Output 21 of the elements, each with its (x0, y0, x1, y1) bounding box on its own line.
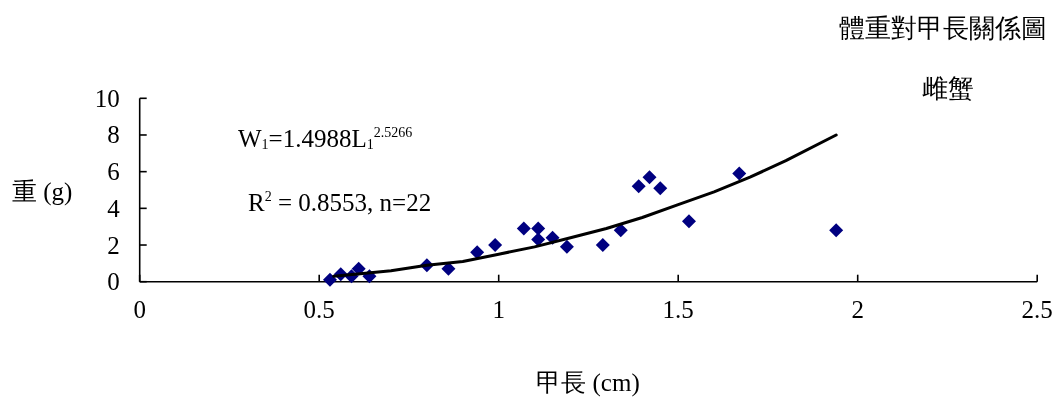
point (681, 214, 696, 229)
ylabel: 重 (g) (12, 178, 73, 205)
point (829, 223, 844, 238)
point (488, 238, 503, 253)
point (322, 272, 337, 287)
point (732, 166, 747, 181)
point (595, 238, 610, 253)
point (642, 170, 657, 185)
subtitle: 雌蟹 (922, 74, 974, 103)
point (613, 223, 628, 238)
annotation: R$^{2}$ = 0.8553, n=22 (248, 189, 432, 216)
point (631, 179, 646, 194)
point (531, 221, 546, 236)
point (441, 261, 456, 276)
point (531, 232, 546, 247)
xlabel: 甲長 (cm) (536, 369, 640, 396)
title: 體重對甲長關係圖 (839, 14, 1047, 43)
point (470, 245, 485, 260)
point (653, 181, 668, 196)
point (559, 239, 574, 254)
point (516, 221, 531, 236)
